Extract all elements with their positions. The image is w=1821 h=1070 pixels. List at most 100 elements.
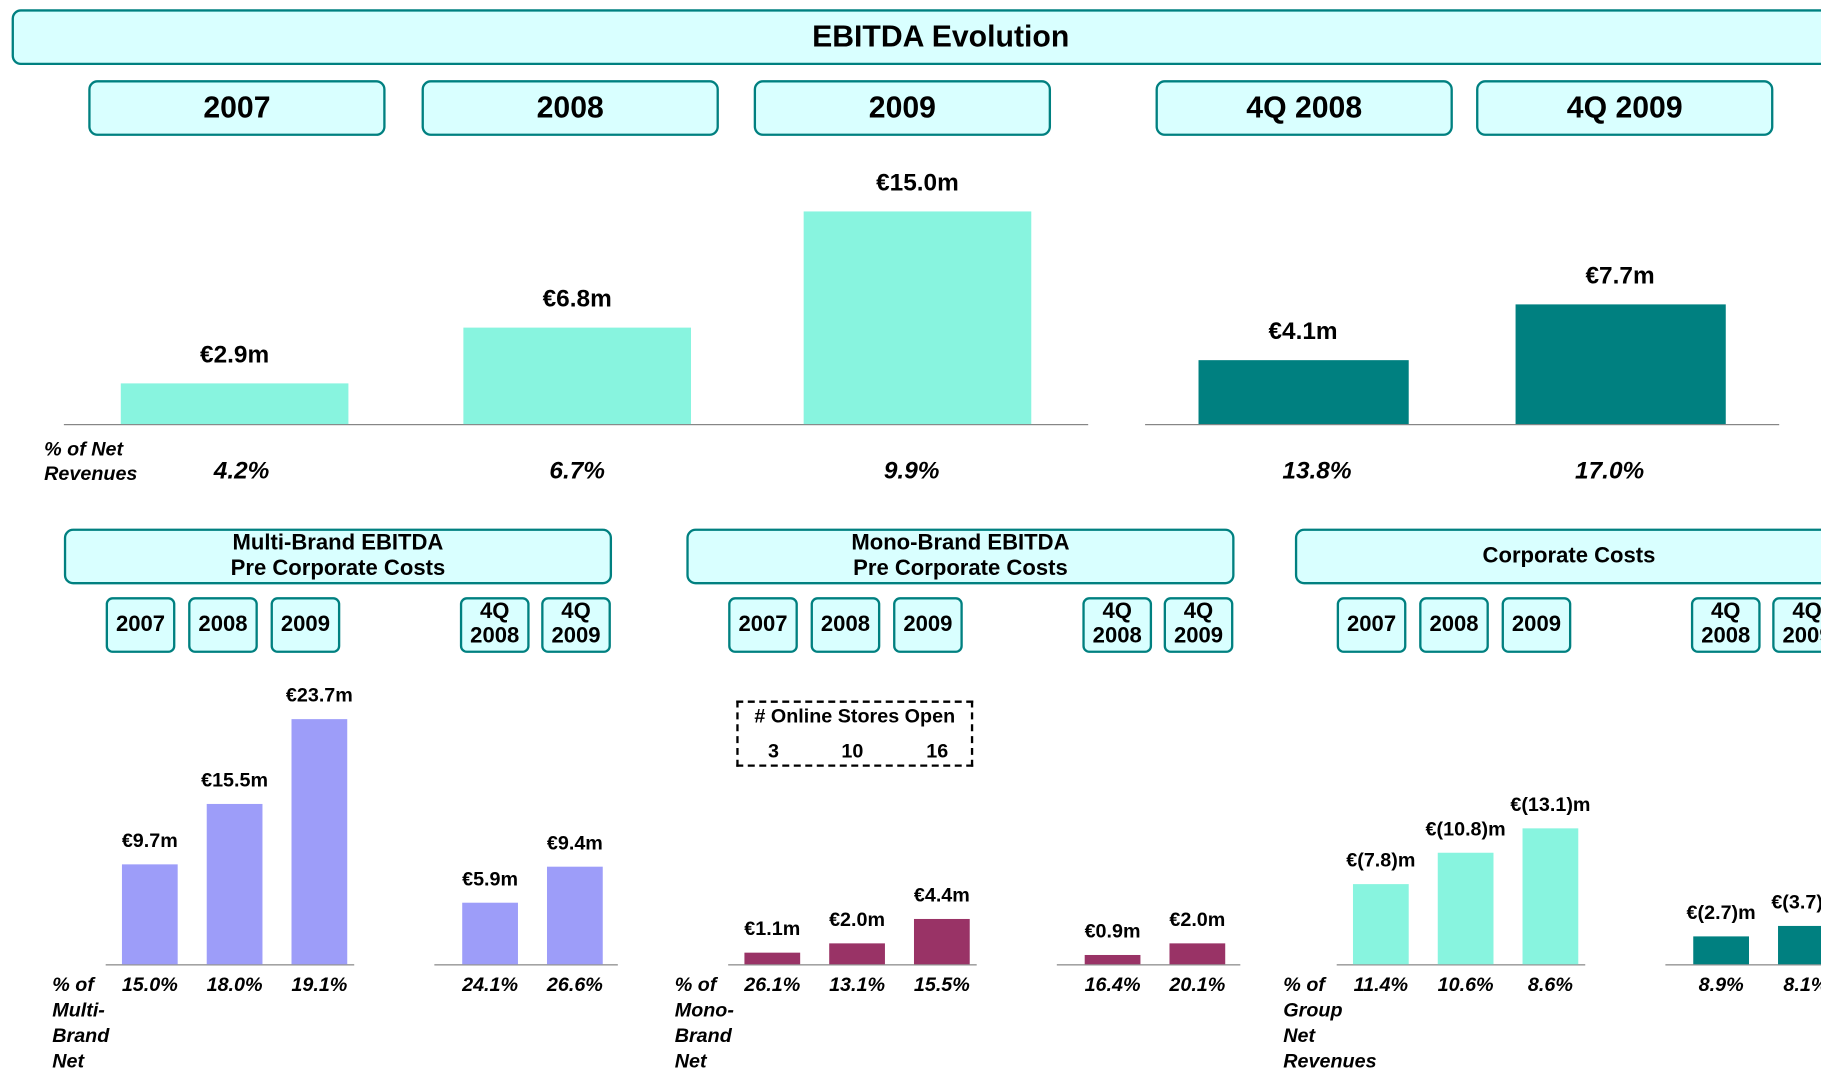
- period-box: 2009: [753, 80, 1052, 136]
- online-stores-box: [736, 700, 974, 767]
- value-label: €15.0m: [876, 169, 959, 197]
- bar: [1437, 852, 1494, 965]
- period-box: 4Q 2009: [1163, 597, 1234, 653]
- ratio-label: 13.8%: [1282, 457, 1352, 485]
- baseline: [105, 964, 355, 966]
- period-box: 4Q 2008: [1155, 80, 1453, 136]
- period-box: 4Q 2009: [1476, 80, 1774, 136]
- period-box: 2007: [728, 597, 798, 653]
- ratio-label: 20.1%: [1169, 973, 1226, 996]
- period-box: 4Q 2008: [1082, 597, 1153, 653]
- bar: [1084, 954, 1141, 965]
- value-label: €9.7m: [121, 829, 178, 852]
- baseline: [63, 424, 1089, 426]
- ratio-label: 16.4%: [1084, 973, 1141, 996]
- period-box: 2007: [88, 80, 386, 136]
- bar: [546, 867, 603, 965]
- ratio-label: 8.6%: [1527, 973, 1573, 996]
- bar: [206, 804, 263, 965]
- bar: [803, 211, 1032, 425]
- ratio-caption: % of Multi-Brand Net Revenues: [52, 973, 110, 1070]
- bar: [120, 382, 349, 425]
- period-box: 4Q 2008: [459, 597, 530, 653]
- ratio-label: 8.9%: [1698, 973, 1744, 996]
- value-label: €(13.1)m: [1510, 793, 1591, 817]
- value-label: €(10.8)m: [1425, 817, 1506, 840]
- value-label: €2.0m: [829, 908, 886, 931]
- period-box: 2007: [105, 597, 176, 653]
- ratio-label: 26.1%: [744, 973, 801, 996]
- ratio-caption: % of Mono-Brand Net Revenues: [674, 973, 734, 1070]
- ratio-label: 8.1%: [1783, 973, 1821, 996]
- period-box: 2007: [1336, 597, 1407, 653]
- value-label: €15.5m: [201, 769, 269, 792]
- online-stores-value: 16: [926, 740, 949, 763]
- bar: [121, 863, 178, 965]
- ratio-label: 4.2%: [213, 457, 270, 485]
- bar: [829, 943, 885, 965]
- value-label: €23.7m: [285, 684, 353, 707]
- section-title: Corporate Costs: [1294, 528, 1821, 585]
- value-label: €2.9m: [200, 341, 270, 368]
- section-title: Multi-Brand EBITDA Pre Corporate Costs: [63, 528, 613, 585]
- baseline: [434, 964, 618, 966]
- ratio-label: 9.9%: [883, 457, 940, 485]
- period-box: 2008: [810, 597, 881, 653]
- value-label: €9.4m: [546, 832, 603, 855]
- value-label: €(2.7)m: [1686, 901, 1756, 924]
- bar: [463, 327, 692, 425]
- baseline: [1665, 964, 1821, 966]
- ratio-label: 24.1%: [462, 973, 519, 996]
- ratio-label: 6.7%: [549, 457, 605, 485]
- bar: [1522, 828, 1579, 965]
- ratio-caption: % of Group Net Revenues: [1283, 973, 1377, 1070]
- period-box: 2008: [188, 597, 258, 653]
- baseline: [1336, 964, 1586, 966]
- bar: [462, 903, 518, 965]
- ratio-label: 19.1%: [291, 973, 348, 996]
- period-box: 4Q 2009: [541, 597, 611, 653]
- bar: [291, 719, 348, 965]
- ratio-label: 26.6%: [546, 973, 603, 996]
- ratio-label: 13.1%: [829, 973, 886, 996]
- bar: [1514, 304, 1726, 425]
- value-label: €(3.7)m: [1771, 891, 1821, 914]
- period-box: 2009: [270, 597, 341, 653]
- online-stores-value: 3: [767, 740, 779, 763]
- bar: [913, 918, 970, 965]
- ratio-label: 10.6%: [1437, 973, 1494, 996]
- value-label: €4.4m: [913, 883, 970, 906]
- section-title: Mono-Brand EBITDA Pre Corporate Costs: [686, 528, 1235, 585]
- period-box: 2009: [1501, 597, 1572, 653]
- baseline: [1056, 964, 1241, 966]
- value-label: €6.8m: [542, 285, 612, 313]
- baseline: [1145, 424, 1780, 426]
- period-box: 2008: [421, 80, 719, 136]
- bar: [744, 952, 801, 965]
- value-label: €0.9m: [1084, 920, 1141, 943]
- bar: [1778, 926, 1821, 965]
- ratio-label: 18.0%: [206, 973, 263, 996]
- bar: [1169, 943, 1226, 965]
- ratio-label: 17.0%: [1575, 457, 1645, 485]
- ratio-label: 15.0%: [121, 973, 178, 996]
- period-box: 4Q 2008: [1690, 597, 1761, 653]
- period-box: 2009: [893, 597, 963, 653]
- period-box: 2008: [1419, 597, 1489, 653]
- online-stores-value: 10: [841, 740, 864, 763]
- value-label: €2.0m: [1169, 908, 1226, 931]
- value-label: €4.1m: [1268, 318, 1338, 346]
- value-label: €7.7m: [1585, 262, 1655, 290]
- value-label: €(7.8)m: [1346, 848, 1416, 871]
- value-label: €1.1m: [744, 918, 801, 941]
- bar: [1693, 936, 1749, 965]
- bar: [1352, 883, 1409, 965]
- period-box: 4Q 2009: [1772, 597, 1821, 653]
- title-box: EBITDA Evolution: [11, 9, 1821, 66]
- value-label: €5.9m: [462, 868, 519, 891]
- bar: [1197, 360, 1409, 425]
- baseline: [728, 964, 977, 966]
- ratio-caption: % of Net Revenues: [44, 437, 138, 485]
- online-stores-label: # Online Stores Open: [754, 705, 956, 728]
